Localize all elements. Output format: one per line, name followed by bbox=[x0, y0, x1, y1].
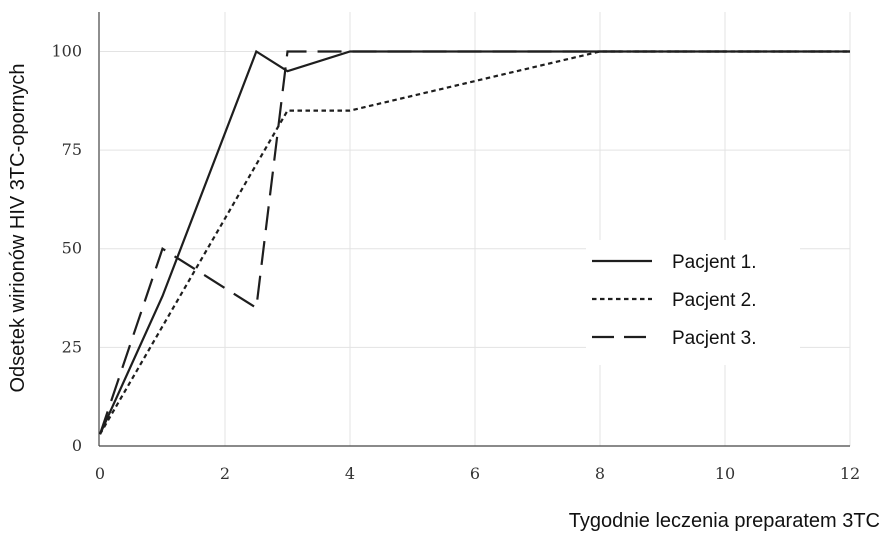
x-tick-label: 6 bbox=[470, 464, 480, 483]
grid bbox=[100, 12, 851, 446]
legend-label-1: Pacjent 1. bbox=[672, 252, 757, 273]
legend: Pacjent 1. Pacjent 2. Pacjent 3. bbox=[586, 240, 800, 365]
y-tick-label: 0 bbox=[72, 436, 82, 455]
x-tick-label: 8 bbox=[595, 464, 605, 483]
tick-labels: 0 25 50 75 100 0 2 4 6 8 10 12 bbox=[51, 41, 860, 483]
series-line-3 bbox=[98, 50, 850, 435]
x-tick-label: 10 bbox=[715, 464, 735, 483]
y-tick-label: 75 bbox=[62, 140, 82, 159]
y-tick-label: 100 bbox=[51, 41, 82, 60]
x-tick-label: 0 bbox=[95, 464, 105, 483]
x-tick-label: 12 bbox=[840, 464, 860, 483]
x-tick-label: 2 bbox=[220, 464, 230, 483]
y-axis-label: Odsetek wirionów HIV 3TC-opornych bbox=[7, 63, 29, 392]
y-tick-label: 25 bbox=[62, 337, 82, 356]
x-tick-label: 4 bbox=[345, 464, 355, 483]
legend-label-3: Pacjent 3. bbox=[672, 328, 757, 349]
x-axis-label: Tygodnie leczenia preparatem 3TC bbox=[569, 510, 880, 532]
axes bbox=[98, 12, 850, 447]
y-tick-label: 50 bbox=[62, 239, 82, 258]
legend-label-2: Pacjent 2. bbox=[672, 290, 757, 311]
series-lines bbox=[98, 49, 850, 435]
